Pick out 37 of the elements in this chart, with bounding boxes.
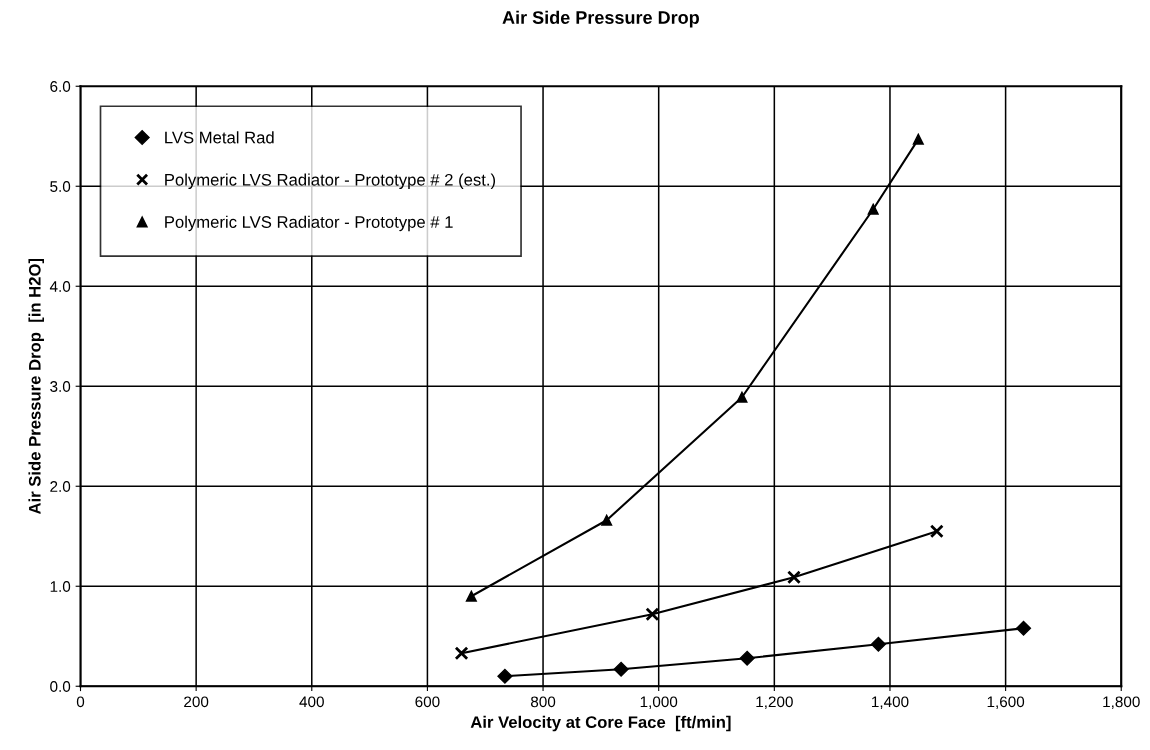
x-axis-title: Air Velocity at Core Face [ft/min] (470, 715, 731, 732)
chart-title: Air Side Pressure Drop (502, 10, 699, 28)
x-tick-label: 0 (76, 696, 85, 708)
legend-label: LVS Metal Rad (165, 131, 274, 144)
legend-label: Polymeric LVS Radiator - Prototype # 1 (165, 215, 453, 232)
point (465, 590, 477, 602)
x-tick-label: 800 (530, 696, 556, 708)
x-tick-label: 200 (184, 696, 209, 708)
y-tick-label: 5.0 (50, 181, 71, 192)
x-tick-label: 1,800 (1103, 696, 1140, 709)
y-tick-label: 1.0 (50, 581, 71, 592)
y-axis-title: Air Side Pressure Drop [in H2O] (28, 258, 44, 515)
x-tick-label: 600 (415, 696, 440, 708)
point (1015, 620, 1032, 636)
y-tick-label: 4.0 (49, 281, 71, 292)
y-tick-label: 3.0 (50, 381, 71, 392)
point (497, 668, 513, 684)
x-tick-label: 1,400 (872, 696, 909, 709)
point (739, 650, 755, 666)
point (454, 646, 469, 661)
x-tick-label: 1,200 (756, 696, 793, 709)
point (601, 514, 613, 526)
point (912, 133, 924, 145)
x-tick-label: 1,000 (640, 696, 678, 709)
point (867, 203, 879, 215)
y-tick-label: 0.0 (50, 681, 71, 692)
legend-label: Polymeric LVS Radiator - Prototype # 2 (est.) (165, 173, 496, 189)
point (645, 607, 660, 622)
y-tick-label: 2.0 (50, 481, 71, 492)
point (929, 524, 944, 539)
point (736, 391, 748, 403)
x-tick-label: 1,600 (987, 696, 1025, 709)
point (613, 661, 629, 677)
point (787, 570, 801, 585)
y-tick-label: 6.0 (50, 81, 71, 92)
x-tick-label: 400 (299, 696, 324, 708)
point (870, 636, 886, 652)
